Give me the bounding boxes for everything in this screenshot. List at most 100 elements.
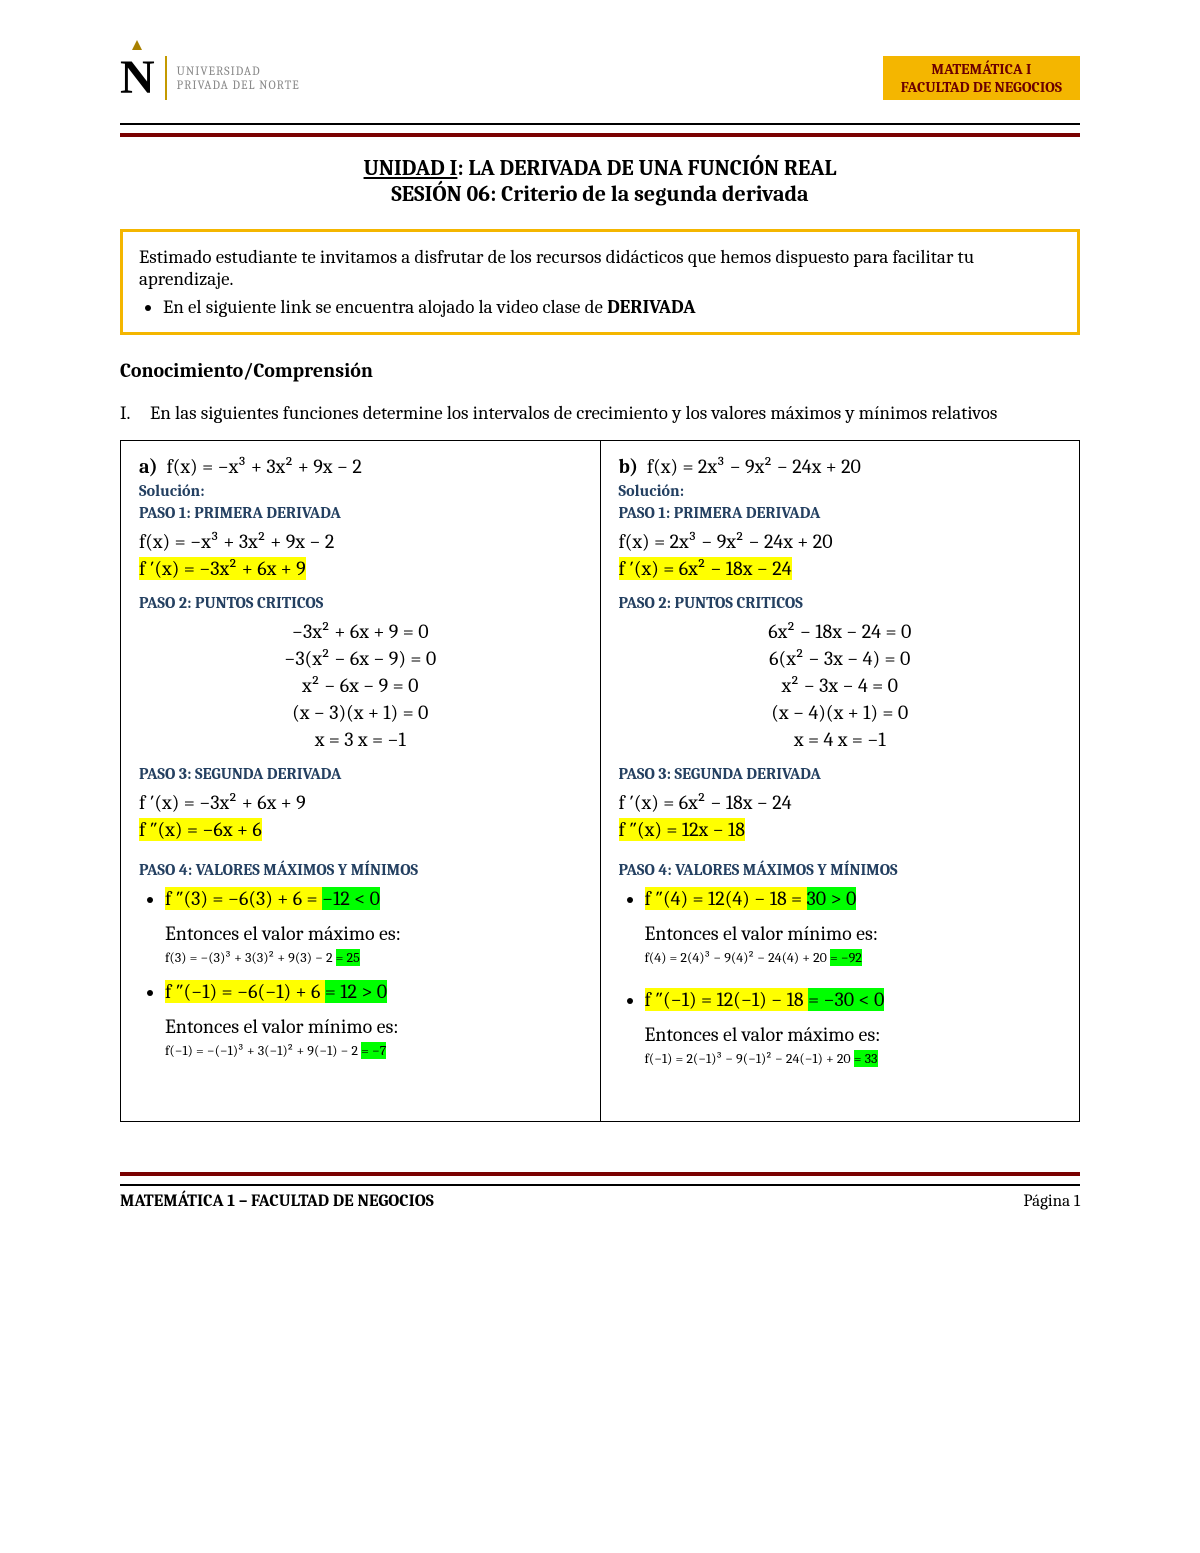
b-b1-calc-b: = −92 — [830, 949, 862, 966]
solutions-table: a) f(x) = −x³ + 3x² + 9x − 2 Solución: P… — [120, 440, 1080, 1122]
a-p2-l5: x = 3 x = −1 — [139, 728, 582, 751]
col-b: b) f(x) = 2x³ − 9x² − 24x + 20 Solución:… — [600, 441, 1080, 1122]
a-b2-eq: f ″(−1) = −6(−1) + 6 = 12 > 0 — [165, 980, 582, 1003]
title-session: SESIÓN 06: Criterio de la segunda deriva… — [120, 181, 1080, 207]
a-b1-a: f ″(3) = −6(3) + 6 = — [165, 887, 322, 910]
col-a: a) f(x) = −x³ + 3x² + 9x − 2 Solución: P… — [121, 441, 601, 1122]
b-p1-l2h: f ′(x) = 6x² − 18x − 24 — [619, 557, 792, 580]
b-p2-l2: 6(x² − 3x − 4) = 0 — [619, 647, 1062, 670]
footer-left: MATEMÁTICA 1 – FACULTAD DE NEGOCIOS — [120, 1192, 434, 1211]
title-unit-u: UNIDAD I — [364, 155, 458, 181]
b-b2-eq: f ″(−1) = 12(−1) − 18 = −30 < 0 — [645, 988, 1062, 1011]
a-b1-b: −12 < 0 — [322, 887, 380, 910]
a-b1-txt: Entonces el valor máximo es: — [165, 922, 582, 945]
a-p1-l2: f ′(x) = −3x² + 6x + 9 — [139, 557, 582, 580]
a-b1-calc: f(3) = −(3)³ + 3(3)² + 9(3) − 2 = 25 — [165, 949, 582, 966]
logo-icon: N — [120, 50, 155, 105]
intro-b1-bold: DERIVADA — [607, 296, 695, 318]
logo-block: N Universidad Privada del Norte — [120, 50, 300, 105]
a-p4: PASO 4: VALORES MÁXIMOS Y MÍNIMOS — [139, 861, 582, 879]
b-b1-eq: f ″(4) = 12(4) − 18 = 30 > 0 — [645, 887, 1062, 910]
b-b1-a: f ″(4) = 12(4) − 18 = — [645, 887, 807, 910]
a-b2-calc: f(−1) = −(−1)³ + 3(−1)² + 9(−1) − 2 = −7 — [165, 1042, 582, 1059]
intro-box: Estimado estudiante te invitamos a disfr… — [120, 229, 1080, 335]
b-p3-l2h: f ″(x) = 12x − 18 — [619, 818, 746, 841]
a-tag: a) — [139, 455, 158, 478]
b-p4: PASO 4: VALORES MÁXIMOS Y MÍNIMOS — [619, 861, 1062, 879]
b-fn: f(x) = 2x³ − 9x² − 24x + 20 — [647, 455, 861, 478]
b-p1-l1: f(x) = 2x³ − 9x² − 24x + 20 — [619, 530, 1062, 553]
a-p2: PASO 2: PUNTOS CRITICOS — [139, 594, 582, 612]
b-b1-calc: f(4) = 2(4)³ − 9(4)² − 24(4) + 20 = −92 — [645, 949, 1062, 966]
b-b1-calc-a: f(4) = 2(4)³ − 9(4)² − 24(4) + 20 — [645, 949, 831, 966]
section-heading: Conocimiento/Comprensión — [120, 359, 1080, 382]
a-b1-calc-b: = 25 — [336, 949, 360, 966]
logo-divider — [165, 56, 167, 100]
b-p2-l1: 6x² − 18x − 24 = 0 — [619, 620, 1062, 643]
a-p2-l4: (x − 3)(x + 1) = 0 — [139, 701, 582, 724]
b-sol: Solución: — [619, 482, 1062, 500]
b-p1: PASO 1: PRIMERA DERIVADA — [619, 504, 1062, 522]
a-p3-l2h: f ″(x) = −6x + 6 — [139, 818, 262, 841]
b-b2-b: = −30 < 0 — [808, 988, 884, 1011]
page: N Universidad Privada del Norte MATEMÁTI… — [60, 0, 1140, 1261]
a-p3-l2: f ″(x) = −6x + 6 — [139, 818, 582, 841]
title-unit-rest: : LA DERIVADA DE UNA FUNCIÓN REAL — [457, 155, 836, 181]
a-sol: Solución: — [139, 482, 582, 500]
title-unit: UNIDAD I: LA DERIVADA DE UNA FUNCIÓN REA… — [120, 155, 1080, 181]
a-b1-calc-a: f(3) = −(3)³ + 3(3)² + 9(3) − 2 — [165, 949, 336, 966]
a-b2-calc-b: = −7 — [361, 1042, 386, 1059]
a-b2-txt: Entonces el valor mínimo es: — [165, 1015, 582, 1038]
a-p1: PASO 1: PRIMERA DERIVADA — [139, 504, 582, 522]
logo-line1: Universidad — [177, 64, 300, 78]
badge-line1: MATEMÁTICA I — [901, 60, 1062, 78]
a-bullets: f ″(3) = −6(3) + 6 = −12 < 0 Entonces el… — [139, 887, 582, 1059]
b-p2-l3: x² − 3x − 4 = 0 — [619, 674, 1062, 697]
b-p2: PASO 2: PUNTOS CRITICOS — [619, 594, 1062, 612]
b-p2-l5: x = 4 x = −1 — [619, 728, 1062, 751]
intro-list: En el siguiente link se encuentra alojad… — [139, 296, 1061, 318]
intro-b1-pre: En el siguiente link se encuentra alojad… — [163, 296, 607, 318]
a-p2-l1: −3x² + 6x + 9 = 0 — [139, 620, 582, 643]
b-p2-l4: (x − 4)(x + 1) = 0 — [619, 701, 1062, 724]
a-b2-b: = 12 > 0 — [325, 980, 387, 1003]
intro-text: Estimado estudiante te invitamos a disfr… — [139, 246, 1061, 290]
b-p3-l2: f ″(x) = 12x − 18 — [619, 818, 1062, 841]
instruction: I. En las siguientes funciones determine… — [120, 402, 1080, 424]
a-b1-eq: f ″(3) = −6(3) + 6 = −12 < 0 — [165, 887, 582, 910]
b-header: b) f(x) = 2x³ − 9x² − 24x + 20 — [619, 455, 1062, 478]
b-p3-l1: f ′(x) = 6x² − 18x − 24 — [619, 791, 1062, 814]
b-b2: f ″(−1) = 12(−1) − 18 = −30 < 0 Entonces… — [645, 988, 1062, 1067]
a-p2-l2: −3(x² − 6x − 9) = 0 — [139, 647, 582, 670]
b-b2-a: f ″(−1) = 12(−1) − 18 — [645, 988, 809, 1011]
a-header: a) f(x) = −x³ + 3x² + 9x − 2 — [139, 455, 582, 478]
a-b2-a: f ″(−1) = −6(−1) + 6 — [165, 980, 325, 1003]
b-b2-calc-b: = 33 — [854, 1050, 878, 1067]
logo-text: Universidad Privada del Norte — [177, 64, 300, 92]
footer-row: MATEMÁTICA 1 – FACULTAD DE NEGOCIOS Pági… — [120, 1192, 1080, 1211]
b-bullets: f ″(4) = 12(4) − 18 = 30 > 0 Entonces el… — [619, 887, 1062, 1067]
a-p3-l1: f ′(x) = −3x² + 6x + 9 — [139, 791, 582, 814]
b-b2-calc: f(−1) = 2(−1)³ − 9(−1)² − 24(−1) + 20 = … — [645, 1050, 1062, 1067]
b-p1-l2: f ′(x) = 6x² − 18x − 24 — [619, 557, 1062, 580]
logo-line2: Privada del Norte — [177, 78, 300, 92]
b-b1-txt: Entonces el valor mínimo es: — [645, 922, 1062, 945]
title-block: UNIDAD I: LA DERIVADA DE UNA FUNCIÓN REA… — [120, 155, 1080, 207]
a-b2-calc-a: f(−1) = −(−1)³ + 3(−1)² + 9(−1) − 2 — [165, 1042, 361, 1059]
b-tag: b) — [619, 455, 639, 478]
instr-text: En las siguientes funciones determine lo… — [150, 402, 997, 424]
a-b1: f ″(3) = −6(3) + 6 = −12 < 0 Entonces el… — [165, 887, 582, 966]
a-p2-l3: x² − 6x − 9 = 0 — [139, 674, 582, 697]
badge-line2: FACULTAD DE NEGOCIOS — [901, 78, 1062, 96]
b-b2-txt: Entonces el valor máximo es: — [645, 1023, 1062, 1046]
a-fn: f(x) = −x³ + 3x² + 9x − 2 — [166, 455, 361, 478]
header-row: N Universidad Privada del Norte MATEMÁTI… — [120, 50, 1080, 105]
b-b2-calc-a: f(−1) = 2(−1)³ − 9(−1)² − 24(−1) + 20 — [645, 1050, 854, 1067]
a-b2: f ″(−1) = −6(−1) + 6 = 12 > 0 Entonces e… — [165, 980, 582, 1059]
footer-right: Página 1 — [1023, 1192, 1080, 1211]
intro-bullet: En el siguiente link se encuentra alojad… — [163, 296, 1061, 318]
instr-num: I. — [120, 402, 138, 424]
b-p3: PASO 3: SEGUNDA DERIVADA — [619, 765, 1062, 783]
footer-rule — [120, 1172, 1080, 1186]
b-b1-b: 30 > 0 — [807, 887, 857, 910]
